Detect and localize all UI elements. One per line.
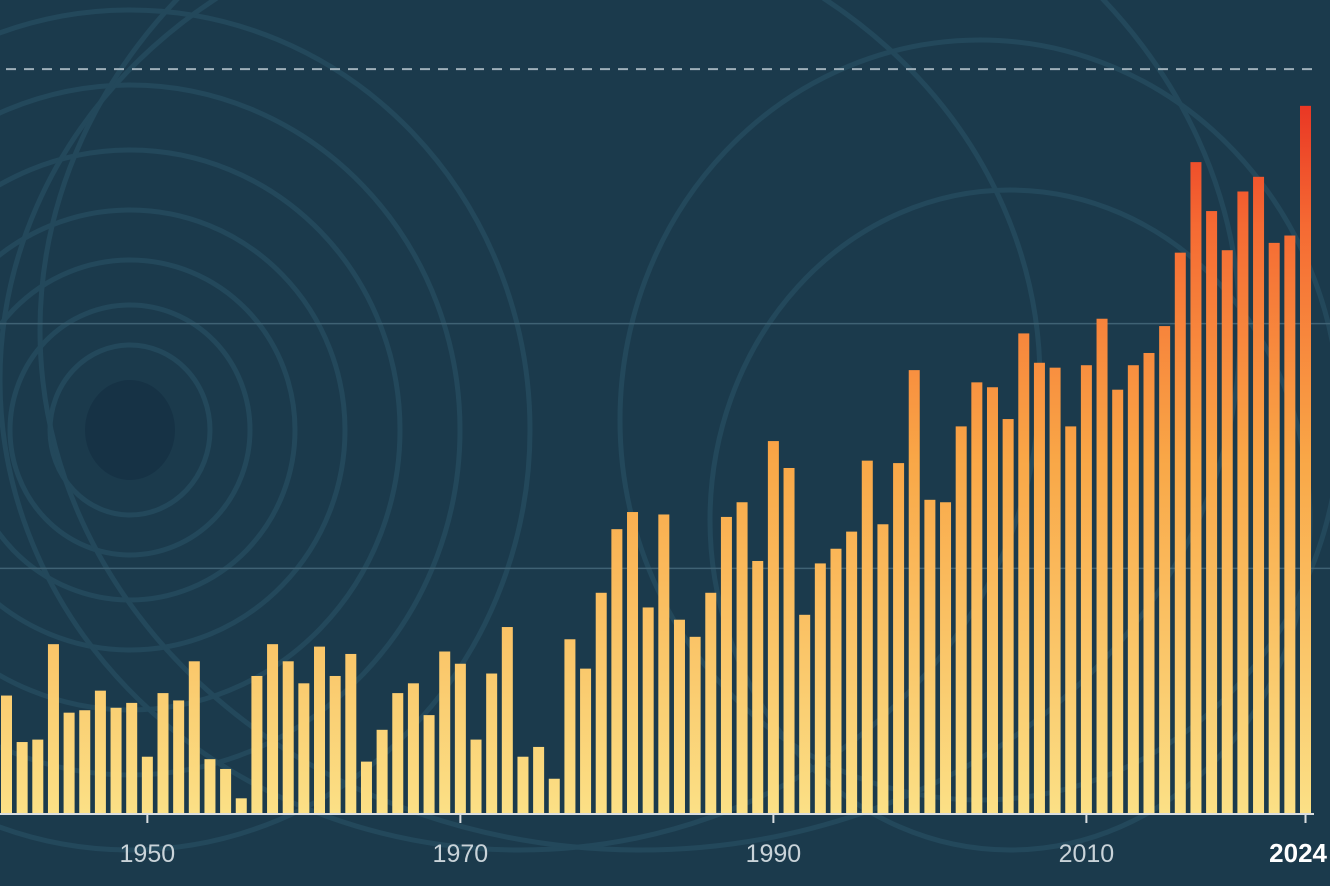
bar-2023	[1284, 235, 1296, 814]
tick-label-2010: 2010	[1059, 840, 1115, 868]
bar-1991	[783, 467, 795, 813]
bar-2024	[1300, 105, 1311, 813]
bar-1972	[486, 673, 498, 813]
bar-1981	[627, 512, 639, 813]
bar-1954	[204, 759, 216, 813]
bar-1997	[877, 524, 889, 813]
bar-1994	[830, 548, 842, 813]
bar-1969	[439, 651, 451, 813]
bar-1995	[846, 531, 858, 813]
bar-1974	[517, 756, 529, 813]
bar-1950	[141, 756, 153, 813]
bar-1992	[799, 614, 811, 813]
bar-1986	[705, 592, 717, 813]
bar-1983	[658, 514, 670, 813]
bar-1988	[736, 502, 748, 813]
bar-1998	[893, 463, 905, 813]
bar-2004	[986, 387, 998, 813]
bar-1962	[329, 675, 341, 813]
bar-2018	[1206, 211, 1218, 814]
bar-2006	[1018, 333, 1030, 813]
bar-2019	[1221, 250, 1233, 813]
bar-1959	[282, 661, 294, 813]
tick-label-1990: 1990	[746, 840, 802, 868]
bar-1946	[79, 710, 91, 813]
tick-label-1950: 1950	[120, 840, 176, 868]
bar-2017	[1190, 162, 1202, 814]
bar-1958	[267, 644, 279, 813]
bar-1943	[32, 739, 44, 813]
bar-2022	[1268, 242, 1280, 814]
bar-1984	[673, 619, 685, 813]
bar-1960	[298, 683, 310, 813]
bar-2009	[1065, 426, 1077, 813]
bar-1955	[220, 768, 232, 813]
bar-1980	[611, 529, 623, 813]
bar-1990	[767, 441, 779, 813]
tick-label-1970: 1970	[433, 840, 489, 868]
bar-1952	[173, 700, 185, 813]
bar-1968	[423, 715, 435, 813]
bar-1971	[470, 739, 482, 813]
bars	[1, 105, 1311, 814]
bar-2012	[1112, 389, 1124, 813]
bar-1989	[752, 560, 764, 813]
bar-2020	[1237, 191, 1249, 813]
bar-1953	[188, 661, 200, 813]
bar-2007	[1033, 362, 1045, 813]
bar-1996	[861, 460, 873, 813]
bar-1965	[376, 729, 388, 813]
bar-1957	[251, 675, 263, 813]
bar-1978	[580, 668, 592, 813]
bar-2000	[924, 499, 936, 813]
bar-1979	[595, 592, 607, 813]
bar-1964	[360, 761, 372, 813]
bar-1944	[47, 644, 59, 813]
bar-1975	[533, 746, 545, 813]
bar-2021	[1253, 176, 1265, 813]
bar-1942	[16, 742, 28, 813]
bar-1977	[564, 639, 576, 813]
bar-1993	[814, 563, 826, 813]
bar-1961	[314, 646, 326, 813]
tick-label-2024: 2024	[1269, 838, 1327, 868]
bar-2001	[940, 502, 952, 813]
bar-2010	[1080, 365, 1092, 813]
bar-1963	[345, 653, 357, 813]
bar-1967	[407, 683, 419, 813]
bar-1982	[642, 607, 654, 813]
bar-2014	[1143, 352, 1155, 813]
bar-1956	[235, 798, 247, 813]
bar-1966	[392, 693, 404, 813]
bar-2003	[971, 382, 983, 813]
bar-2016	[1174, 252, 1186, 813]
bar-1941	[1, 695, 12, 813]
bar-2002	[955, 426, 967, 813]
bar-2015	[1159, 326, 1171, 813]
bar-2005	[1002, 419, 1014, 813]
bar-1987	[720, 516, 732, 813]
bar-2013	[1127, 365, 1139, 813]
bar-1951	[157, 693, 169, 813]
bar-1945	[63, 712, 75, 813]
bar-1970	[454, 663, 466, 813]
bar-2011	[1096, 318, 1108, 813]
bar-1999	[908, 370, 920, 813]
bar-1985	[689, 636, 701, 813]
bar-1973	[501, 627, 513, 813]
x-ticks: 1950 1970 1990 2010 2024	[120, 813, 1328, 868]
bar-1949	[126, 702, 138, 813]
bar-1947	[94, 690, 106, 813]
bar-1976	[548, 778, 560, 813]
bar-2008	[1049, 367, 1061, 813]
bar-1948	[110, 707, 122, 813]
